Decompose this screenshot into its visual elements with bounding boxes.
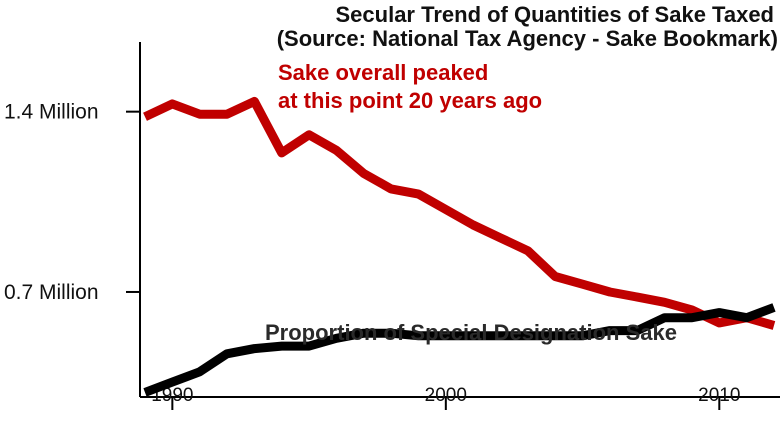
annotation-special-designation: Proportion of Special Designation Sake <box>265 320 677 345</box>
series-line-special-designation-sake <box>143 303 776 397</box>
series-layer <box>143 96 776 397</box>
annotation-overall-peak-line-1: Sake overall peaked <box>278 60 488 85</box>
x-tick-label-1: 2000 <box>425 385 467 406</box>
y-ticks: 1.4 Million 0.7 Million <box>4 101 140 304</box>
annotation-overall-peak-line-2: at this point 20 years ago <box>278 88 542 113</box>
series-line-sake-overall <box>143 96 776 330</box>
x-tick-label-2: 2010 <box>698 385 740 406</box>
annotation-overall-peak: Sake overall peaked at this point 20 yea… <box>278 60 542 113</box>
y-tick-label-1: 0.7 Million <box>4 281 99 304</box>
chart-subtitle: (Source: National Tax Agency - Sake Book… <box>277 26 778 51</box>
chart-title: Secular Trend of Quantities of Sake Taxe… <box>336 2 775 27</box>
y-tick-label-0: 1.4 Million <box>4 101 99 124</box>
